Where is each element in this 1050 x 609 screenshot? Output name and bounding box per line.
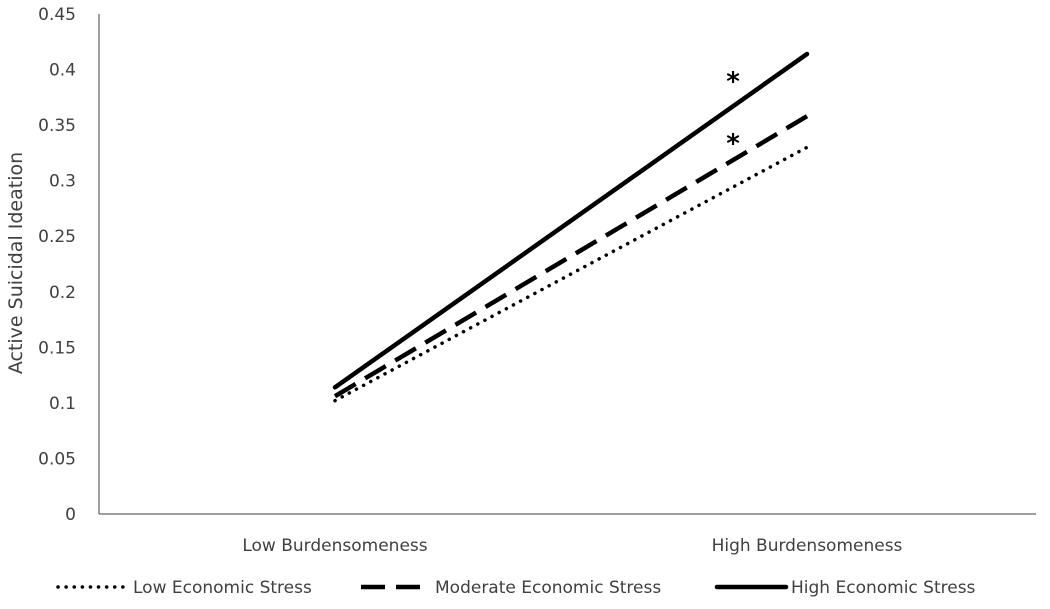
significance-asterisk: * xyxy=(726,67,740,97)
legend-label: Moderate Economic Stress xyxy=(435,578,661,598)
y-tick-labels: 0 0.05 0.1 0.15 0.2 0.25 0.3 0.35 0.4 0.45 xyxy=(38,5,76,525)
annotations: ** xyxy=(726,67,740,159)
series-line-high-economic-stress xyxy=(332,51,810,390)
legend-label: High Economic Stress xyxy=(791,578,976,598)
axes xyxy=(98,14,1036,515)
y-tick-label: 0.1 xyxy=(49,394,76,414)
series-lines xyxy=(332,51,810,403)
y-tick-label: 0.15 xyxy=(38,338,76,358)
y-tick-label: 0.35 xyxy=(38,116,76,136)
x-category-label: Low Burdensomeness xyxy=(242,536,427,556)
series-line-moderate-economic-stress xyxy=(333,114,809,399)
y-tick-label: 0 xyxy=(65,505,76,525)
significance-asterisk: * xyxy=(726,129,740,159)
legend: Low Economic Stress Moderate Economic Str… xyxy=(56,578,976,598)
y-tick-label: 0.2 xyxy=(49,283,76,303)
y-axis-title: Active Suicidal Ideation xyxy=(5,152,27,374)
y-tick-label: 0.05 xyxy=(38,449,76,469)
y-tick-label: 0.45 xyxy=(38,5,76,25)
legend-label: Low Economic Stress xyxy=(133,578,312,598)
y-tick-label: 0.3 xyxy=(49,172,76,192)
y-tick-label: 0.4 xyxy=(49,61,76,81)
series-line-low-economic-stress xyxy=(333,145,809,403)
x-category-label: High Burdensomeness xyxy=(712,536,903,556)
x-category-labels: Low Burdensomeness High Burdensomeness xyxy=(242,536,902,556)
y-tick-label: 0.25 xyxy=(38,227,76,247)
